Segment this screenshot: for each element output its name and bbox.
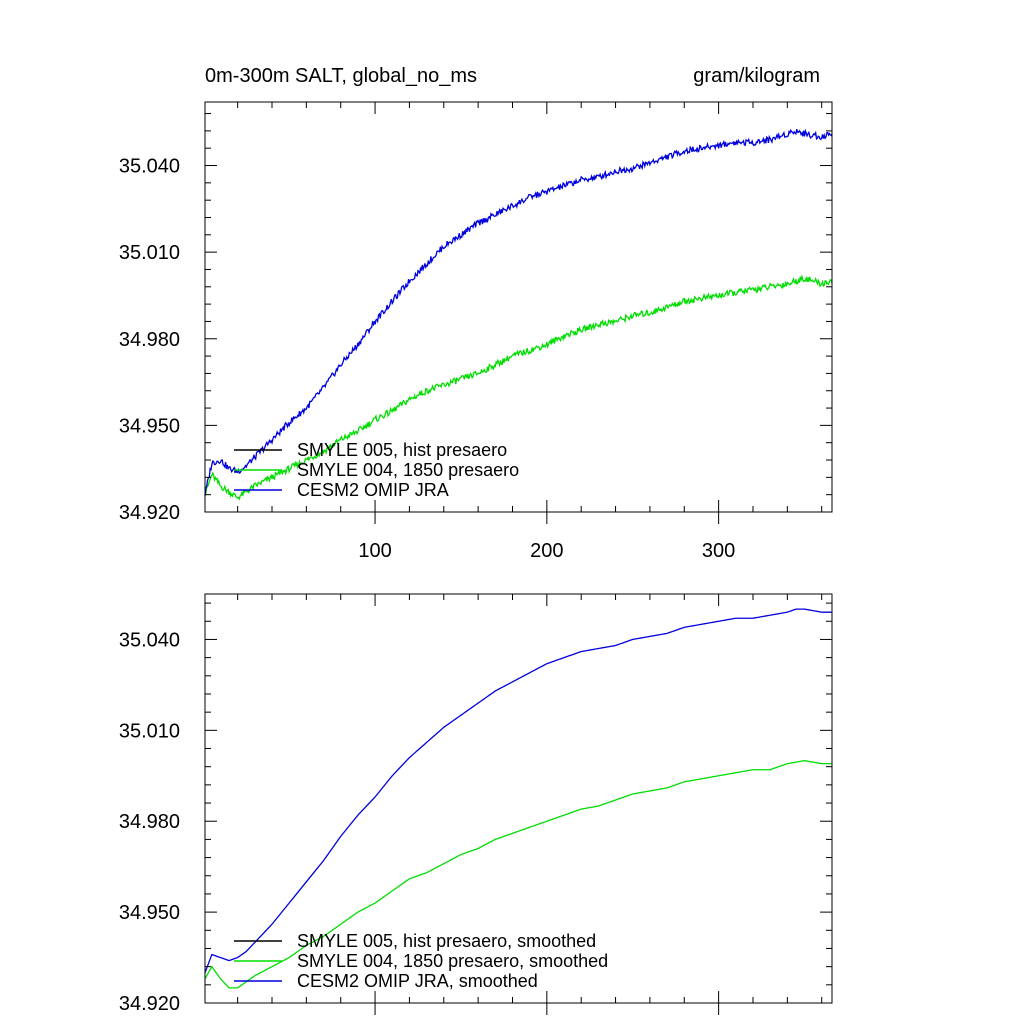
bottom-series-line-1 xyxy=(204,759,832,989)
bottom-ytick-label: 34.920 xyxy=(119,993,180,1015)
top-ytick-label: 34.980 xyxy=(119,329,180,351)
top-xtick-label: 300 xyxy=(702,540,735,562)
top-ytick-label: 34.950 xyxy=(119,415,180,437)
top-series-line-2 xyxy=(204,128,833,497)
bottom-panel: 34.920 34.950 34.980 35.010 35.040 SMYLE 005… xyxy=(119,593,833,1015)
bottom-axis-layer: 34.920 34.950 34.980 35.010 35.040 xyxy=(119,593,833,1015)
legend-label-smyle005-smoothed: SMYLE 005, hist presaero, smoothed xyxy=(297,931,596,951)
legend-label-smyle004: SMYLE 004, 1850 presaero xyxy=(297,460,519,480)
bottom-ytick-label: 34.950 xyxy=(119,902,180,924)
bottom-ytick-label: 35.040 xyxy=(119,629,180,651)
top-ytick-label: 35.040 xyxy=(119,156,180,178)
legend-label-smyle004-smoothed: SMYLE 004, 1850 presaero, smoothed xyxy=(297,951,608,971)
top-series-layer xyxy=(204,128,833,501)
legend-label-smyle005: SMYLE 005, hist presaero xyxy=(297,440,507,460)
top-xtick-label: 100 xyxy=(358,540,391,562)
chart-units: gram/kilogram xyxy=(693,65,820,87)
legend-label-cesm2: CESM2 OMIP JRA xyxy=(297,480,449,500)
top-ytick-label: 35.010 xyxy=(119,242,180,264)
bottom-series-line-2 xyxy=(204,608,832,973)
top-ytick-label: 34.920 xyxy=(119,502,180,524)
top-plot-frame xyxy=(204,101,833,513)
top-legend: SMYLE 005, hist presaero SMYLE 004, 1850… xyxy=(234,440,519,500)
bottom-legend: SMYLE 005, hist presaero, smoothed SMYLE… xyxy=(234,931,608,991)
bottom-plot-frame xyxy=(204,593,833,1004)
legend-label-cesm2-smoothed: CESM2 OMIP JRA, smoothed xyxy=(297,971,538,991)
bottom-ytick-label: 35.010 xyxy=(119,720,180,742)
bottom-series-layer xyxy=(204,608,832,989)
bottom-ytick-label: 34.980 xyxy=(119,811,180,833)
top-xtick-label: 200 xyxy=(530,540,563,562)
chart-title: 0m-300m SALT, global_no_ms xyxy=(205,65,477,87)
top-series-line-1 xyxy=(204,274,833,501)
top-axis-layer: 34.920 34.950 34.980 35.010 35.040 100 200 300 xyxy=(119,101,833,562)
